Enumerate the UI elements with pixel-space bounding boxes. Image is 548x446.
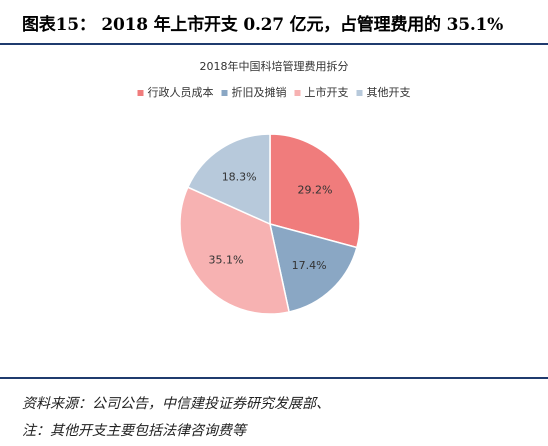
figure-header: 图表15： 2018 年上市开支 0.27 亿元，占管理费用的 35.1% [0, 0, 548, 44]
source-note: 资料来源：公司公告，中信建投证券研究发展部、 [22, 396, 330, 412]
footer-divider [0, 377, 548, 379]
pie-data-labels: 29.2% 17.4% 35.1% 18.3% [208, 170, 332, 272]
chart-legend: 行政人员成本 折旧及摊销 上市开支 其他开支 [137, 85, 411, 99]
pie-data-label-1: 29.2% [298, 184, 333, 197]
legend-label-3: 上市开支 [305, 85, 349, 99]
pie-slice-1 [269, 133, 361, 249]
pie-slice-2 [269, 222, 358, 313]
legend-swatch-4 [356, 90, 363, 96]
chart-area: 2018年中国科培管理费用拆分 行政人员成本 折旧及摊销 上市开支 其他开支 29.2… [0, 46, 548, 376]
chart-title: 2018年中国科培管理费用拆分 [200, 59, 349, 73]
pie-slices [179, 133, 361, 315]
figure-title: 图表15： 2018 年上市开支 0.27 亿元，占管理费用的 35.1% [22, 15, 504, 35]
legend-swatch-2 [221, 90, 228, 96]
legend-swatch-1 [137, 90, 144, 96]
pie-slice-4 [186, 133, 271, 226]
pie-data-label-4: 18.3% [222, 170, 257, 183]
legend-label-2: 折旧及摊销 [232, 85, 287, 99]
legend-label-4: 其他开支 [367, 86, 411, 99]
pie-data-label-2: 17.4% [292, 259, 327, 272]
header-divider [0, 43, 548, 45]
pie-slice-3 [179, 186, 290, 315]
footnote: 注：其他开支主要包括法律咨询费等 [22, 423, 246, 439]
pie-chart: 2018年中国科培管理费用拆分 行政人员成本 折旧及摊销 上市开支 其他开支 29.2… [137, 59, 411, 315]
pie-data-label-3: 35.1% [208, 254, 243, 267]
legend-swatch-3 [294, 90, 301, 96]
legend-label-1: 行政人员成本 [148, 85, 214, 99]
